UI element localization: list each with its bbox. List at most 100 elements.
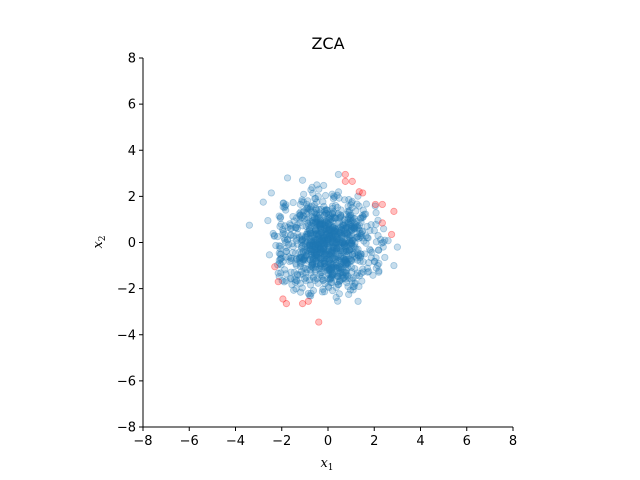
- data-point: [320, 217, 329, 225]
- data-point: [332, 293, 340, 301]
- data-point: [331, 226, 339, 234]
- data-point: [321, 207, 329, 215]
- data-point: [326, 234, 334, 242]
- data-point: [296, 260, 305, 268]
- data-point: [296, 263, 304, 271]
- data-point: [315, 205, 323, 214]
- data-point: [287, 254, 295, 262]
- data-point: [306, 281, 315, 289]
- data-point: [293, 277, 301, 285]
- data-point: [322, 222, 330, 230]
- data-point: [358, 211, 367, 220]
- data-point: [348, 237, 356, 245]
- data-point: [324, 257, 332, 265]
- data-point: [327, 271, 335, 280]
- data-point: [311, 276, 319, 284]
- data-point: [346, 211, 354, 219]
- data-point: [324, 226, 333, 234]
- data-point: [327, 211, 335, 220]
- data-point: [340, 224, 348, 232]
- data-point: [359, 189, 367, 197]
- data-point: [317, 248, 325, 256]
- data-point: [315, 318, 323, 326]
- data-point: [325, 226, 333, 235]
- data-point: [311, 243, 320, 251]
- data-point: [329, 234, 337, 242]
- data-point: [301, 237, 309, 245]
- data-point: [292, 223, 300, 232]
- x-tick-label: −8: [133, 434, 152, 449]
- data-point: [346, 220, 354, 228]
- data-point: [307, 245, 315, 253]
- data-point: [322, 238, 330, 246]
- data-point: [305, 245, 314, 253]
- data-point: [303, 230, 311, 238]
- data-point: [332, 235, 340, 244]
- data-point: [347, 240, 355, 248]
- data-point: [337, 233, 346, 241]
- data-point: [307, 221, 315, 230]
- data-point: [320, 219, 328, 227]
- data-point: [320, 236, 328, 245]
- data-point: [341, 241, 349, 249]
- data-point: [329, 217, 337, 225]
- data-point: [371, 257, 379, 266]
- data-point: [315, 230, 323, 238]
- data-point: [305, 222, 313, 230]
- data-point: [336, 213, 344, 221]
- data-point: [319, 285, 327, 293]
- data-point: [346, 257, 354, 265]
- data-point: [327, 221, 335, 230]
- data-point: [343, 229, 351, 237]
- data-point: [343, 279, 351, 287]
- data-point: [310, 248, 318, 256]
- data-point: [319, 198, 327, 206]
- data-point: [346, 237, 354, 245]
- data-point: [331, 227, 339, 235]
- data-point: [359, 206, 367, 214]
- data-point: [275, 212, 283, 220]
- data-point: [336, 238, 344, 246]
- data-point: [317, 269, 325, 277]
- data-point: [331, 228, 339, 236]
- data-point: [345, 246, 353, 254]
- data-point: [293, 270, 301, 278]
- data-point: [352, 254, 361, 262]
- data-point: [319, 218, 327, 226]
- y-tick-label: 0: [128, 236, 136, 251]
- series-1: [245, 170, 401, 305]
- data-point: [303, 232, 311, 240]
- data-point: [314, 213, 322, 221]
- data-point: [320, 262, 329, 271]
- data-point: [334, 270, 342, 278]
- data-point: [265, 251, 274, 259]
- data-point: [291, 224, 299, 232]
- data-point: [338, 221, 347, 230]
- data-point: [348, 226, 356, 234]
- data-point: [296, 258, 304, 266]
- data-point: [321, 234, 329, 242]
- data-point: [326, 213, 334, 221]
- data-point: [296, 211, 304, 219]
- data-point: [308, 261, 317, 269]
- data-point: [325, 243, 333, 251]
- data-point: [320, 250, 329, 258]
- data-point: [326, 274, 334, 282]
- data-point: [316, 222, 324, 230]
- data-point: [342, 261, 350, 269]
- data-point: [333, 191, 341, 199]
- data-point: [319, 245, 327, 253]
- data-point: [342, 258, 350, 267]
- data-point: [347, 256, 355, 264]
- data-point: [316, 211, 324, 219]
- data-point: [328, 271, 336, 279]
- data-point: [311, 247, 319, 255]
- data-point: [327, 227, 336, 235]
- data-point: [348, 217, 356, 225]
- data-point: [286, 257, 294, 266]
- data-point: [312, 260, 320, 268]
- data-point: [356, 214, 365, 222]
- data-point: [370, 257, 378, 266]
- data-point: [313, 248, 322, 256]
- x-tick-label: 6: [463, 434, 471, 449]
